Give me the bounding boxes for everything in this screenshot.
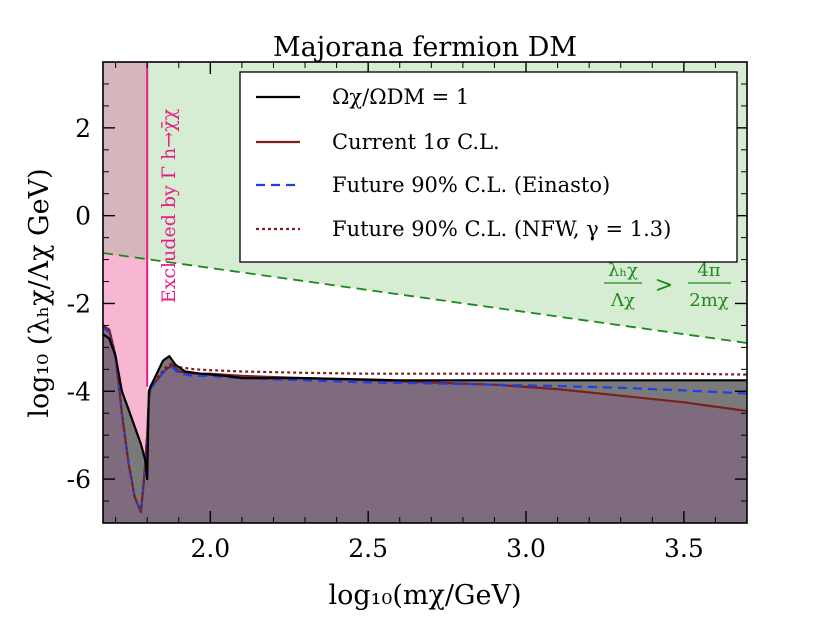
legend-label-0: Ωχ/ΩDM = 1 xyxy=(332,85,469,109)
x-tick-label: 2.0 xyxy=(190,534,230,563)
unitarity-bound-line xyxy=(103,252,747,344)
x-tick-label: 3.0 xyxy=(506,534,546,563)
legend-label-2: Future 90% C.L. (Einasto) xyxy=(332,173,610,197)
y-tick-label: -4 xyxy=(67,377,91,406)
plot-frame xyxy=(102,61,748,524)
y-axis-label: log₁₀ (λₕχ/Λχ GeV) xyxy=(24,168,55,417)
unitarity-bound-label: λₕχ Λχ > 4π 2mχ xyxy=(604,260,731,311)
unitarity-operator: > xyxy=(655,273,673,298)
excluded-region-label: Excluded by Γ h→χ̄χ xyxy=(158,108,180,303)
chart-title: Majorana fermion DM xyxy=(273,32,577,63)
x-axis-label: log₁₀(mχ/GeV) xyxy=(329,580,522,611)
series-line-3 xyxy=(103,324,747,514)
current-limit-region xyxy=(103,325,747,523)
y-tick-label: -2 xyxy=(67,289,91,318)
unitarity-rhs-numerator: 4π xyxy=(697,260,720,281)
series-line-2 xyxy=(103,326,747,514)
x-tick-label: 3.5 xyxy=(664,534,704,563)
legend-label-3: Future 90% C.L. (NFW, γ = 1.3) xyxy=(332,217,671,241)
x-tick-label: 2.5 xyxy=(348,534,388,563)
unitarity-rhs-denominator: 2mχ xyxy=(689,290,729,311)
overlap-region xyxy=(103,62,148,260)
y-tick-label: -6 xyxy=(67,465,91,494)
legend-label-1: Current 1σ C.L. xyxy=(332,130,500,154)
unitarity-lhs-denominator: Λχ xyxy=(610,290,635,311)
series-line-0 xyxy=(103,333,747,481)
y-tick-label: 2 xyxy=(75,114,91,143)
legend-box xyxy=(239,71,738,263)
y-tick-label: 0 xyxy=(75,202,91,231)
legend: Ωχ/ΩDM = 1 Current 1σ C.L. Future 90% C.L.… xyxy=(239,71,738,263)
unitarity-lhs-numerator: λₕχ xyxy=(608,260,638,281)
